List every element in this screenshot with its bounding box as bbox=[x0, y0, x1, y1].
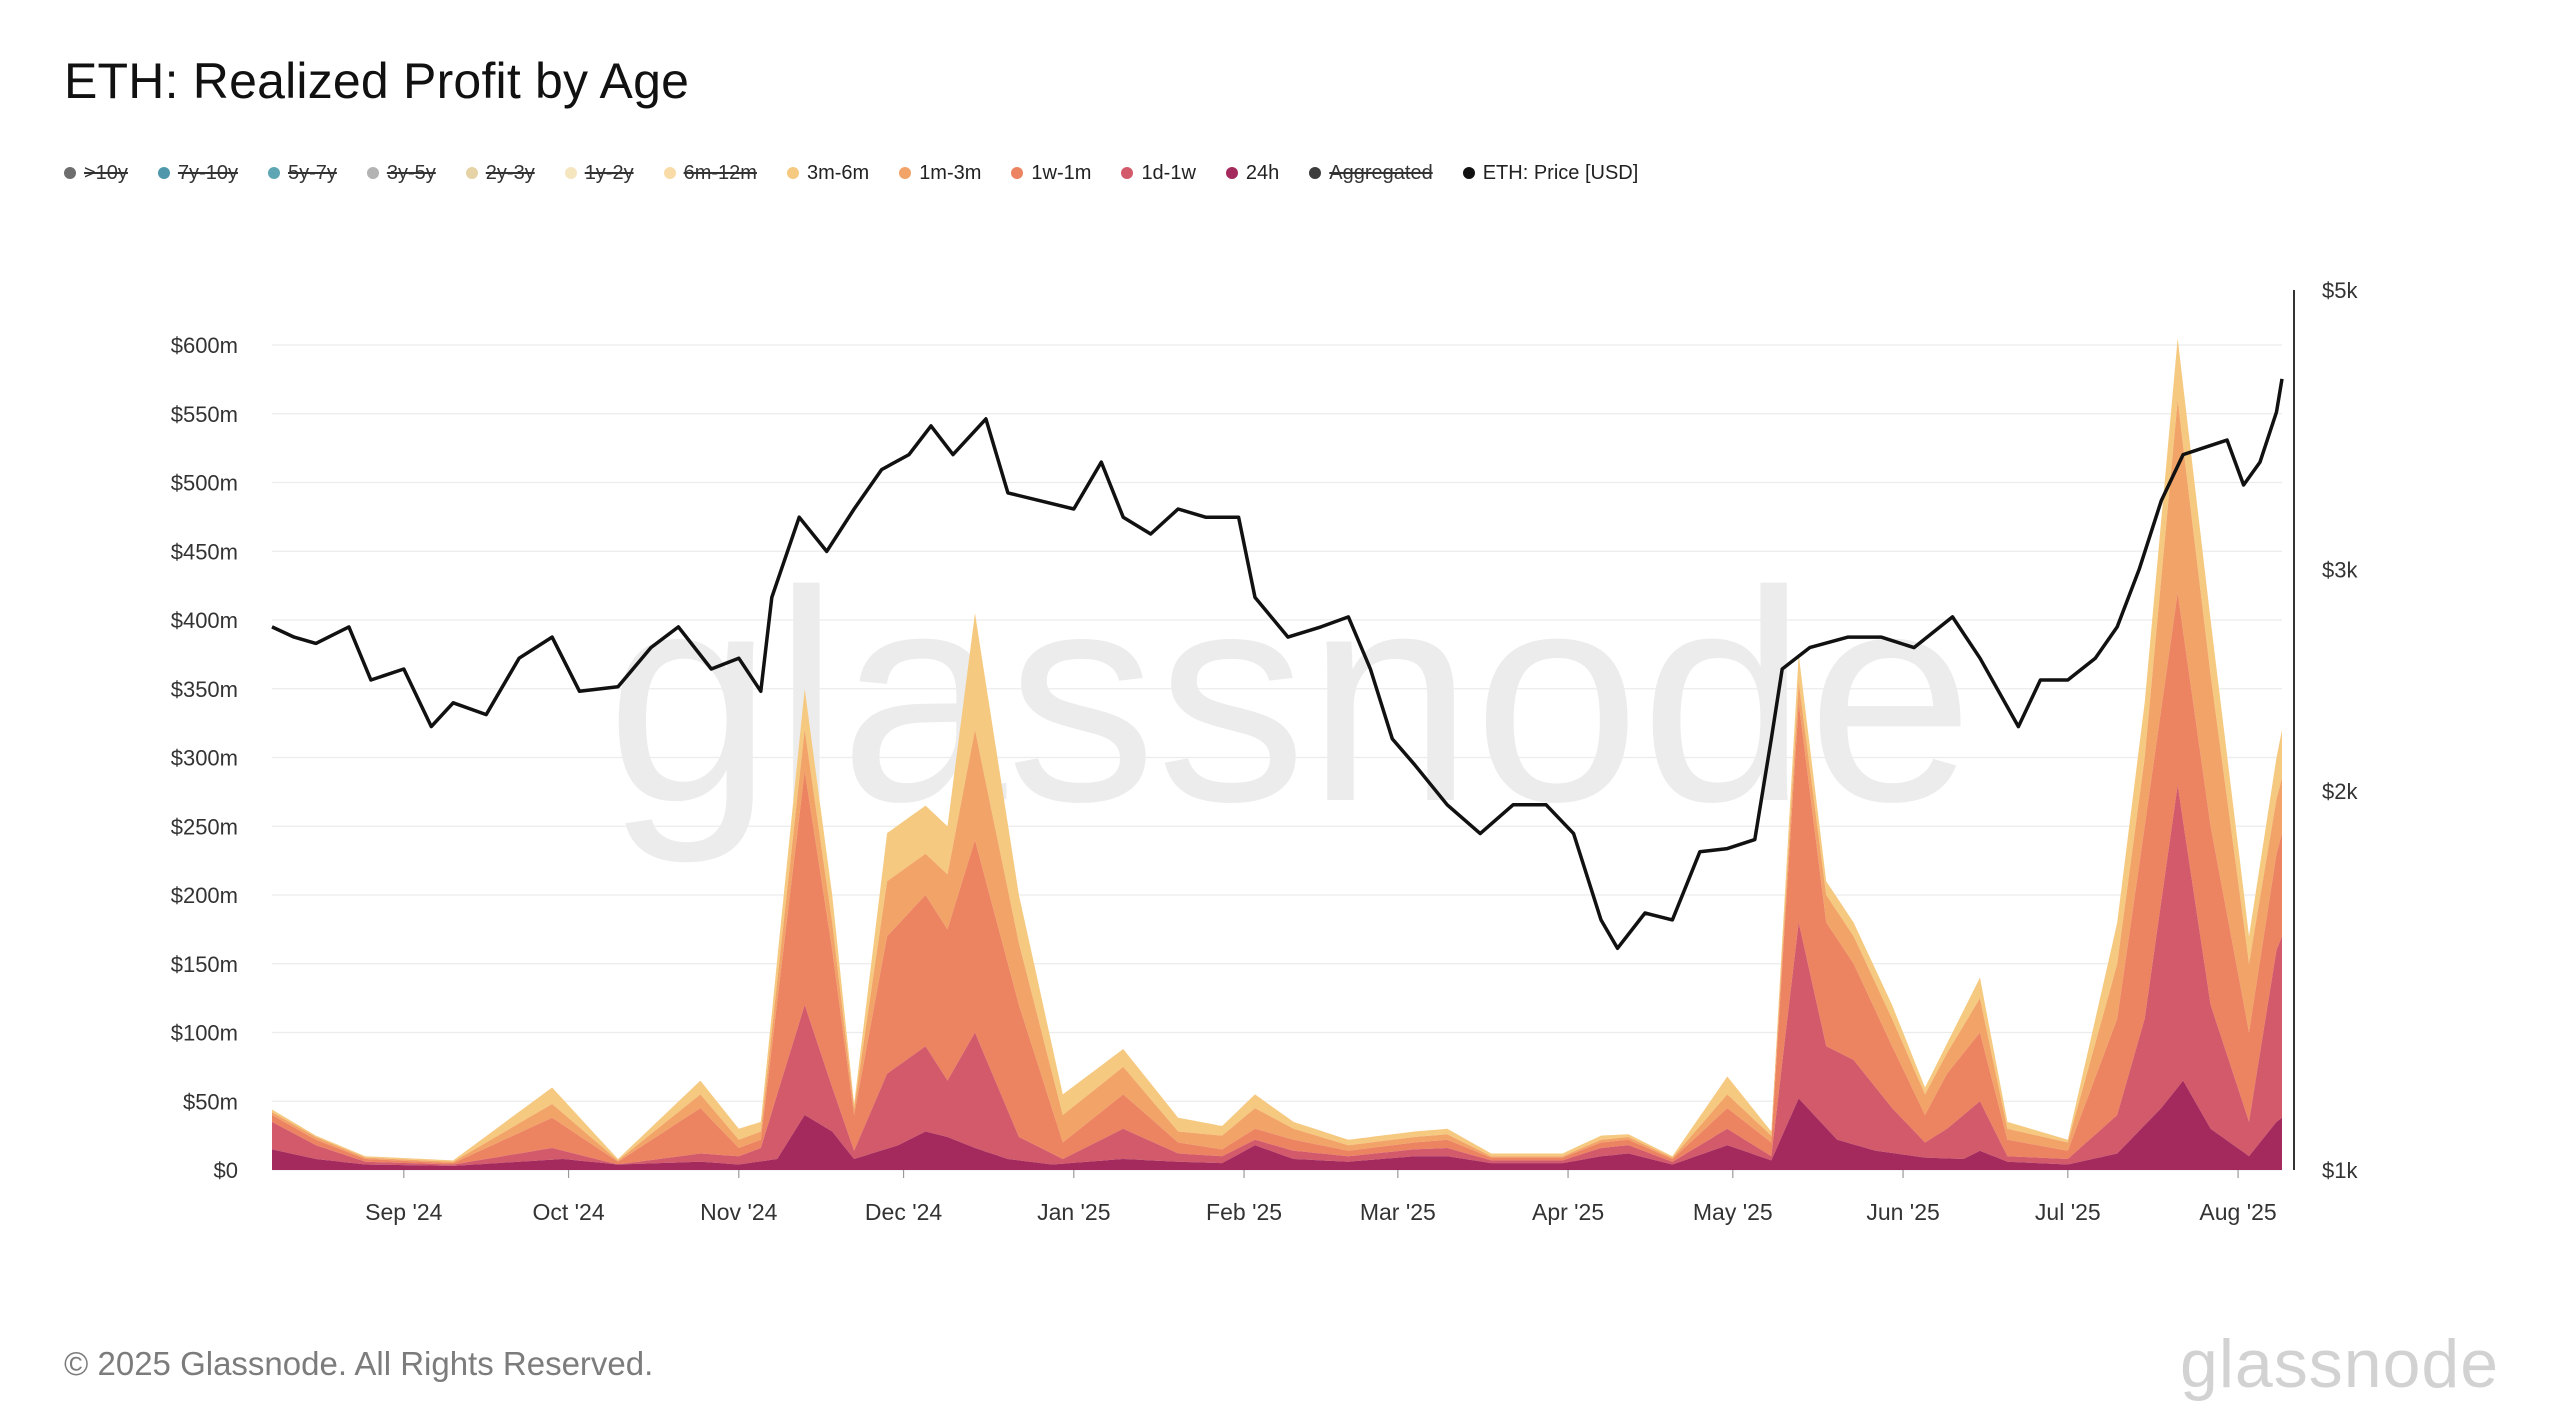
legend-item[interactable]: >10y bbox=[64, 162, 128, 185]
y-tick-label: $600m bbox=[171, 333, 238, 358]
x-tick-label: Jun '25 bbox=[1866, 1199, 1939, 1225]
legend-item[interactable]: ETH: Price [USD] bbox=[1462, 161, 1639, 185]
chart-watermark: glassnode bbox=[606, 528, 1974, 866]
legend-label: 1y-2y bbox=[584, 161, 634, 184]
legend-label: 2y-3y bbox=[485, 161, 535, 184]
legend-dot-icon bbox=[157, 167, 170, 179]
legend-label: 5y-7y bbox=[287, 161, 337, 184]
chart-legend: >10y 7y-10y 5y-7y 3y-5y 2y-3y 1y-2y 6m-12m 3m-6… bbox=[64, 158, 1638, 188]
legend-dot-icon bbox=[1121, 167, 1134, 179]
x-tick-label: Apr '25 bbox=[1532, 1199, 1604, 1225]
legend-item[interactable]: 1y-2y bbox=[564, 161, 634, 185]
y-tick-label: $0 bbox=[214, 1158, 238, 1183]
x-tick-label: Nov '24 bbox=[700, 1199, 777, 1225]
copyright-footer: © 2025 Glassnode. All Rights Reserved. bbox=[64, 1345, 654, 1382]
legend-label: 24h bbox=[1245, 161, 1280, 184]
legend-dot-icon bbox=[786, 167, 799, 179]
legend-label: Aggregated bbox=[1329, 161, 1433, 184]
y-tick-label: $250m bbox=[171, 814, 238, 839]
legend-item[interactable]: 2y-3y bbox=[465, 161, 535, 185]
price-tick-label: $1k bbox=[2322, 1158, 2358, 1183]
legend-dot-icon bbox=[663, 167, 676, 179]
x-tick-label: Dec '24 bbox=[865, 1199, 942, 1225]
legend-dot-icon bbox=[366, 167, 379, 179]
legend-dot-icon bbox=[899, 167, 912, 179]
chart-title: ETH: Realized Profit by Age bbox=[64, 53, 690, 109]
x-tick-label: Jan '25 bbox=[1037, 1199, 1110, 1225]
legend-label: >10y bbox=[84, 161, 128, 184]
legend-item[interactable]: 5y-7y bbox=[267, 161, 337, 185]
y-tick-label: $150m bbox=[171, 952, 238, 977]
x-tick-label: Mar '25 bbox=[1360, 1199, 1436, 1225]
price-tick-label: $5k bbox=[2322, 278, 2358, 303]
legend-label: 3m-6m bbox=[806, 161, 870, 184]
legend-item[interactable]: 6m-12m bbox=[663, 161, 757, 185]
legend-item[interactable]: 1w-1m bbox=[1011, 162, 1091, 185]
legend-item[interactable]: 3m-6m bbox=[786, 161, 870, 185]
legend-label: 3y-5y bbox=[386, 161, 436, 184]
legend-dot-icon bbox=[1011, 167, 1024, 179]
legend-label: 6m-12m bbox=[683, 161, 757, 184]
legend-label: ETH: Price [USD] bbox=[1482, 161, 1639, 184]
legend-label: 7y-10y bbox=[177, 161, 238, 184]
eth-price-line bbox=[271, 378, 2284, 951]
legend-dot-icon bbox=[1225, 167, 1238, 179]
legend-dot-icon bbox=[1462, 167, 1475, 179]
y-tick-label: $400m bbox=[171, 608, 238, 633]
y-tick-label: $50m bbox=[183, 1089, 238, 1114]
brand-watermark: glassnode bbox=[2180, 1326, 2500, 1402]
y-tick-label: $100m bbox=[171, 1021, 238, 1046]
legend-dot-icon bbox=[1309, 167, 1322, 179]
y-tick-label: $200m bbox=[171, 883, 238, 908]
x-tick-label: Sep '24 bbox=[365, 1199, 442, 1225]
y-tick-label: $550m bbox=[171, 402, 238, 427]
chart-price-layer bbox=[271, 378, 2284, 951]
y-tick-label: $300m bbox=[171, 746, 238, 771]
legend-dot-icon bbox=[564, 167, 577, 179]
legend-item[interactable]: 24h bbox=[1225, 161, 1280, 185]
legend-dot-icon bbox=[267, 167, 280, 179]
y-tick-label: $500m bbox=[171, 471, 238, 496]
x-tick-label: Oct '24 bbox=[532, 1199, 604, 1225]
chart-axes: $0 $50m $100m $150m $200m $250m $300m $350m $400… bbox=[171, 278, 2359, 1225]
x-tick-label: Jul '25 bbox=[2035, 1199, 2101, 1225]
legend-item[interactable]: Aggregated bbox=[1309, 161, 1433, 185]
price-tick-label: $3k bbox=[2322, 557, 2358, 582]
x-tick-label: May '25 bbox=[1693, 1199, 1773, 1225]
x-tick-label: Feb '25 bbox=[1206, 1199, 1282, 1225]
area-series-24h bbox=[272, 1080, 2282, 1170]
legend-item[interactable]: 3y-5y bbox=[366, 161, 436, 185]
x-tick-label: Aug '25 bbox=[2199, 1199, 2276, 1225]
chart-areas bbox=[272, 338, 2282, 1170]
price-tick-label: $2k bbox=[2322, 779, 2358, 804]
legend-item[interactable]: 1m-3m bbox=[899, 162, 981, 185]
legend-label: 1w-1m bbox=[1031, 161, 1092, 184]
legend-label: 1m-3m bbox=[919, 161, 982, 184]
legend-label: 1d-1w bbox=[1141, 161, 1196, 184]
legend-dot-icon bbox=[64, 167, 76, 179]
legend-item[interactable]: 1d-1w bbox=[1121, 161, 1196, 185]
legend-dot-icon bbox=[465, 167, 478, 179]
y-tick-label: $450m bbox=[171, 539, 238, 564]
legend-item[interactable]: 7y-10y bbox=[157, 161, 238, 185]
area-series-1w-1m bbox=[272, 592, 2282, 1165]
y-tick-label: $350m bbox=[171, 677, 238, 702]
